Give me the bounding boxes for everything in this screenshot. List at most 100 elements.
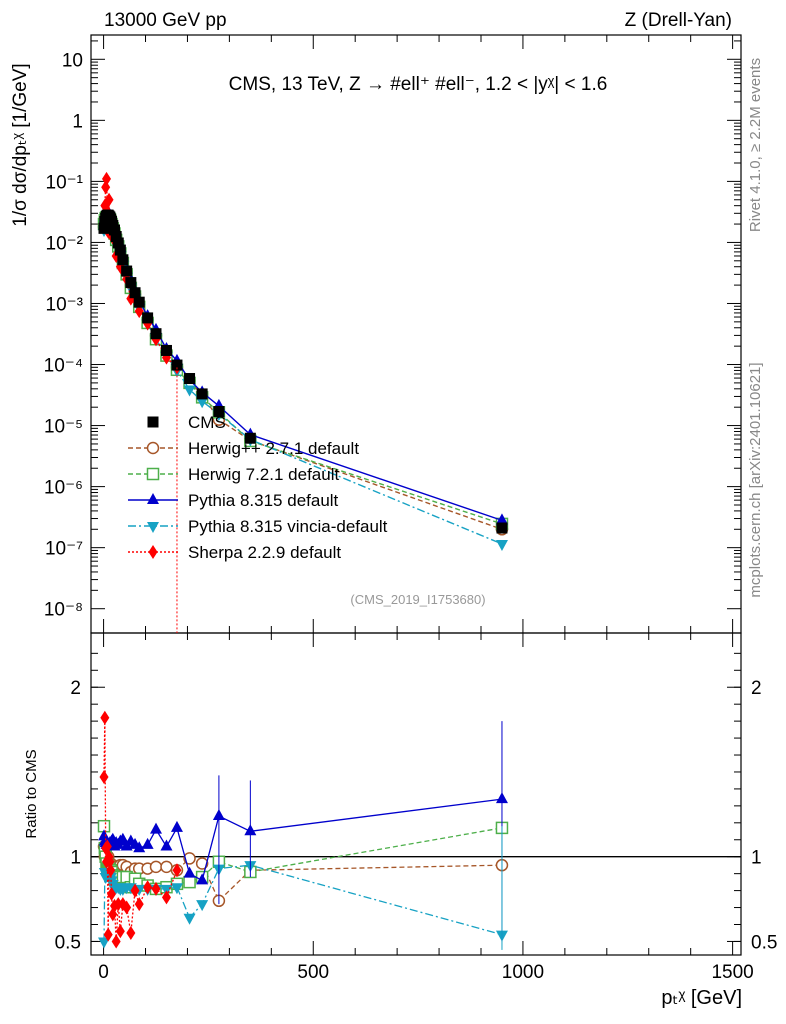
header-right: Z (Drell-Yan) — [625, 10, 732, 31]
data-point — [99, 770, 109, 785]
mcplots-label: mcplots.cern.ch [arXiv:2401.10621] — [747, 362, 764, 597]
y-tick-label: 10⁻⁷ — [45, 539, 83, 560]
data-point — [101, 180, 111, 195]
data-point — [150, 328, 162, 340]
data-point — [142, 312, 154, 324]
ratio-series-4 — [99, 710, 182, 949]
series-layer — [97, 171, 509, 950]
y-tick-label: 10⁻⁵ — [44, 417, 83, 438]
legend-entry: Sherpa 2.2.9 default — [128, 543, 341, 562]
y-tick-label: 10⁻⁸ — [44, 600, 83, 621]
data-point — [121, 265, 133, 277]
data-point — [130, 883, 140, 898]
data-point — [495, 513, 508, 525]
ratio-y-tick-label-right: 1 — [751, 848, 762, 869]
data-point — [196, 873, 209, 885]
y-tick-label: 10⁻⁴ — [44, 356, 83, 377]
ratio-y-tick-label-right: 0.5 — [751, 932, 777, 953]
data-point — [110, 231, 122, 243]
data-point — [213, 406, 225, 418]
data-point — [183, 852, 196, 865]
ratio-series-3 — [98, 861, 508, 949]
ratio-y-tick-label: 2 — [70, 678, 81, 699]
y-tick-label: 10⁻³ — [46, 294, 84, 315]
ratio-y-tick-label-right: 2 — [751, 678, 762, 699]
data-point — [160, 860, 173, 874]
data-point — [171, 359, 183, 371]
data-point — [98, 937, 110, 949]
y-tick-label: 10 — [62, 50, 83, 71]
x-axis-label: pₜᵡ [GeV] — [661, 987, 742, 1009]
data-point — [196, 900, 209, 912]
chart-title: CMS, 13 TeV, Z → #ell⁺ #ell⁻, 1.2 < |yᵡ|… — [229, 74, 608, 95]
data-point — [104, 192, 114, 207]
data-point — [147, 416, 159, 428]
main-ylabel: 1/σ dσ/dpₜᵡ [1/GeV] — [10, 63, 31, 226]
data-point — [106, 863, 116, 878]
series-1 — [97, 208, 509, 536]
data-point — [126, 925, 136, 940]
data-point — [129, 287, 141, 299]
data-point — [111, 934, 121, 949]
data-point — [98, 222, 110, 234]
legend-label: Herwig 7.2.1 default — [188, 465, 339, 484]
data-point — [151, 881, 161, 896]
data-point — [105, 854, 115, 869]
data-point — [107, 886, 117, 901]
series-line — [103, 178, 178, 368]
legend-label: Pythia 8.315 vincia-default — [188, 517, 388, 536]
axes-ticks: 10⁻⁸ 10⁻⁷ 10⁻⁶ 10⁻⁵ 10⁻⁴ 10⁻³ 10⁻² 10⁻¹ 1 10 0 500 1… — [44, 35, 777, 983]
y-tick-label: 10⁻² — [46, 233, 84, 254]
data-point — [146, 467, 160, 481]
x-tick-label: 1000 — [502, 962, 544, 983]
y-tick-label: 10⁻¹ — [46, 172, 84, 193]
legend: CMS Herwig++ 2.7.1 default Herwig 7.2.1 de… — [128, 413, 388, 562]
ratio-frame — [90, 632, 742, 956]
data-point — [134, 897, 144, 912]
data-point — [147, 493, 159, 504]
data-point — [161, 890, 171, 905]
legend-entry: Herwig++ 2.7.1 default — [128, 439, 359, 458]
data-point — [160, 839, 173, 851]
data-point — [170, 820, 183, 832]
data-point — [122, 900, 132, 915]
data-point — [149, 860, 163, 874]
data-point — [100, 710, 110, 725]
data-point — [495, 539, 508, 551]
legend-entry: CMS — [147, 413, 226, 432]
legend-entry: Pythia 8.315 default — [128, 491, 339, 510]
data-point — [102, 839, 112, 854]
data-point — [143, 880, 153, 895]
ratio-y-tick-label: 0.5 — [55, 932, 81, 953]
ratio-series-0 — [97, 840, 509, 908]
x-tick-label: 0 — [98, 962, 109, 983]
legend-label: Herwig++ 2.7.1 default — [188, 439, 359, 458]
data-point — [115, 924, 125, 939]
legend-entry: Pythia 8.315 vincia-default — [128, 517, 388, 536]
legend-label: Pythia 8.315 default — [188, 491, 339, 510]
x-tick-label: 1500 — [711, 962, 753, 983]
data-point — [112, 237, 124, 249]
data-point — [102, 171, 112, 186]
data-point — [113, 897, 123, 912]
ratio-ylabel: Ratio to CMS — [23, 749, 40, 838]
data-point — [195, 857, 209, 870]
data-point — [103, 927, 113, 942]
data-point — [196, 397, 209, 409]
data-point — [114, 244, 126, 256]
data-point — [183, 866, 196, 878]
data-point — [160, 344, 172, 356]
data-point — [146, 441, 160, 455]
y-tick-label: 1 — [72, 111, 83, 132]
ratio-line — [103, 864, 503, 942]
legend-label: CMS — [188, 413, 226, 432]
data-point — [133, 841, 146, 853]
data-point — [133, 296, 145, 308]
data-point — [150, 822, 162, 834]
data-point — [184, 373, 196, 385]
data-point — [496, 522, 508, 534]
data-point — [117, 254, 129, 266]
data-point — [170, 883, 183, 895]
header-left: 13000 GeV pp — [104, 10, 227, 31]
